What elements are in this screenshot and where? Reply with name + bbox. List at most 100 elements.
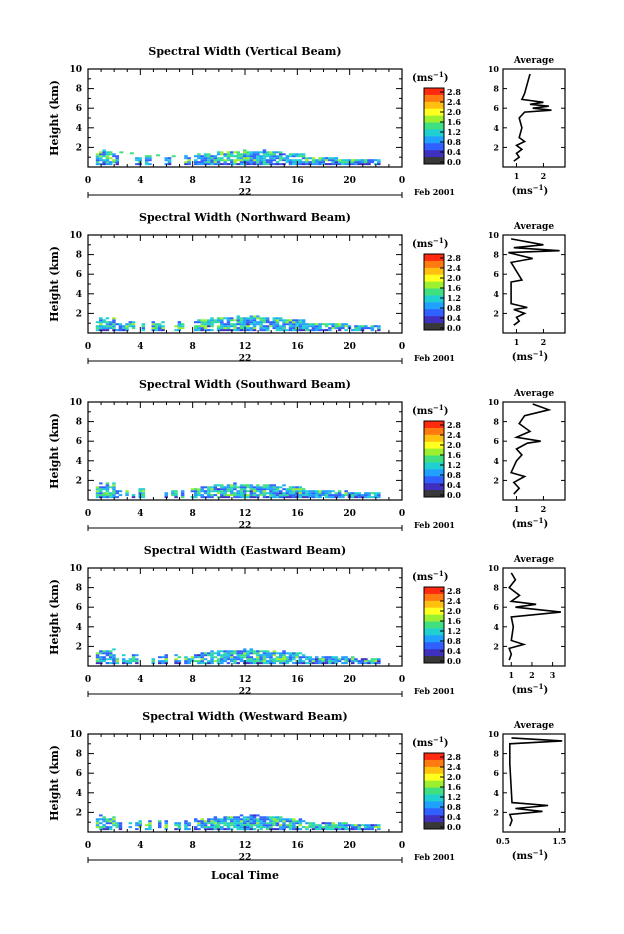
heatmap-cell bbox=[269, 157, 273, 160]
heatmap-cell bbox=[308, 660, 312, 663]
heatmap-cell bbox=[194, 488, 198, 491]
heatmap-cell bbox=[95, 820, 100, 823]
heatmap-cell bbox=[177, 822, 182, 825]
heatmap-cell bbox=[216, 153, 221, 156]
x-tick-label: 20 bbox=[343, 841, 356, 851]
heatmap-cell bbox=[200, 488, 204, 491]
heatmap-cell bbox=[108, 820, 113, 823]
heatmap-cell bbox=[108, 321, 113, 324]
heatmap-cell bbox=[328, 496, 332, 499]
heatmap-cell bbox=[265, 329, 270, 332]
heatmap-cell bbox=[207, 157, 211, 160]
heatmap-cell bbox=[311, 828, 316, 831]
heatmap-cell bbox=[256, 494, 260, 497]
heatmap-cell bbox=[141, 327, 146, 330]
heatmap-cell bbox=[262, 488, 267, 491]
heatmap-cell bbox=[334, 327, 339, 330]
heatmap-cell bbox=[99, 323, 103, 326]
heatmap-cell bbox=[262, 325, 267, 328]
heatmap-cell bbox=[161, 327, 165, 330]
x-tick-label: 0 bbox=[399, 509, 405, 519]
heatmap-cell bbox=[259, 650, 263, 653]
heatmap-cell bbox=[279, 828, 283, 831]
heatmap-cell bbox=[252, 824, 257, 827]
heatmap-cell bbox=[279, 327, 283, 330]
heatmap-cell bbox=[295, 153, 299, 156]
heatmap-cell bbox=[298, 656, 303, 659]
heatmap-cell bbox=[102, 496, 106, 499]
avg-y-tick-label: 6 bbox=[493, 103, 499, 113]
heatmap-cell bbox=[298, 818, 303, 821]
colorbar-tick-label: 0.4 bbox=[447, 313, 461, 323]
heatmap-cell bbox=[102, 494, 106, 497]
heatmap-cell bbox=[243, 820, 247, 823]
heatmap-cell bbox=[301, 319, 306, 322]
heatmap-cell bbox=[265, 656, 270, 659]
heatmap-cell bbox=[341, 658, 345, 661]
heatmap-cell bbox=[233, 824, 237, 827]
heatmap-cell bbox=[102, 660, 106, 663]
heatmap-cell bbox=[315, 327, 319, 330]
heatmap-cell bbox=[315, 492, 319, 495]
heatmap-cell bbox=[265, 488, 270, 491]
heatmap-cell bbox=[233, 161, 237, 164]
heatmap-cell bbox=[99, 660, 103, 663]
heatmap-cell bbox=[220, 321, 224, 324]
heatmap-cell bbox=[99, 317, 103, 320]
x-tick-label: 16 bbox=[291, 675, 304, 685]
y-axis-label: Height (km) bbox=[48, 246, 61, 322]
heatmap-cell bbox=[249, 319, 254, 322]
heatmap-cell bbox=[324, 656, 329, 659]
heatmap-cell bbox=[249, 660, 254, 663]
heatmap-cell bbox=[321, 490, 325, 493]
avg-y-tick-label: 2 bbox=[493, 142, 499, 152]
heatmap-cell bbox=[128, 325, 133, 328]
heatmap-cell bbox=[272, 492, 276, 495]
heatmap-cell bbox=[105, 494, 110, 497]
y-tick-label: 6 bbox=[76, 270, 82, 280]
heatmap-cell bbox=[226, 484, 231, 487]
heatmap-cell bbox=[138, 157, 142, 160]
colorbar-tick-label: 0.8 bbox=[447, 470, 461, 480]
heatmap-cell bbox=[131, 323, 136, 326]
heatmap-cell bbox=[190, 656, 195, 659]
heatmap-cell bbox=[288, 492, 293, 495]
heatmap-cell bbox=[279, 826, 283, 829]
heatmap-cell bbox=[131, 660, 136, 663]
heatmap-cell bbox=[239, 822, 244, 825]
heatmap-cell bbox=[334, 824, 339, 827]
heatmap-cell bbox=[207, 818, 211, 821]
heatmap-cell bbox=[108, 658, 113, 661]
heatmap-cell bbox=[279, 151, 283, 154]
heatmap-cell bbox=[112, 319, 116, 322]
heatmap-cell bbox=[233, 486, 237, 489]
heatmap-cell bbox=[95, 329, 100, 332]
heatmap-cell bbox=[328, 658, 332, 661]
heatmap-cell bbox=[108, 496, 113, 499]
heatmap-cell bbox=[370, 329, 375, 332]
heatmap-cell bbox=[197, 490, 201, 493]
heatmap-cell bbox=[292, 818, 296, 821]
heatmap-cell bbox=[337, 490, 342, 493]
heatmap-cell bbox=[249, 153, 254, 156]
heatmap-cell bbox=[112, 153, 116, 156]
heatmap-cell bbox=[239, 494, 244, 497]
heatmap-cell bbox=[262, 155, 267, 158]
heatmap-cell bbox=[331, 656, 335, 659]
heatmap-cell bbox=[265, 816, 270, 819]
heatmap-cell bbox=[377, 658, 381, 661]
heatmap-cell bbox=[216, 654, 221, 657]
heatmap-cell bbox=[364, 826, 368, 829]
heatmap-cell bbox=[243, 822, 247, 825]
heatmap-cell bbox=[210, 486, 214, 489]
colorbar-frame bbox=[423, 87, 445, 165]
heatmap-cell bbox=[148, 828, 152, 831]
heatmap-cell bbox=[259, 159, 263, 162]
heatmap-cell bbox=[272, 327, 276, 330]
heatmap-cell bbox=[259, 486, 263, 489]
heatmap-cell bbox=[344, 163, 348, 166]
heatmap-cells bbox=[95, 149, 381, 166]
heatmap-cell bbox=[164, 822, 168, 825]
heatmap-cell bbox=[282, 319, 286, 322]
heatmap-cell bbox=[269, 486, 273, 489]
